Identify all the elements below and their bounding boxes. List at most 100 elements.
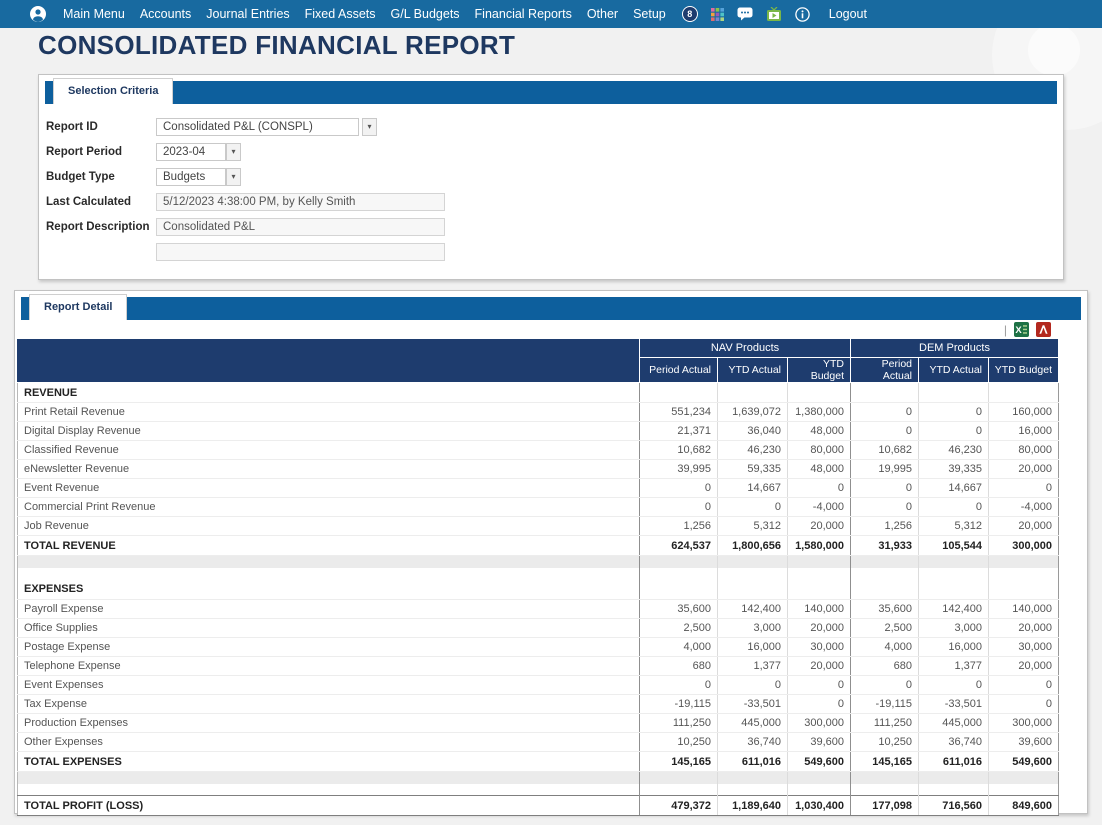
apps-grid-icon[interactable] (710, 7, 724, 21)
value-cell (717, 771, 788, 784)
value-cell (787, 555, 851, 568)
report-id-select[interactable]: Consolidated P&L (CONSPL) ▾ (156, 118, 377, 136)
row-label: Production Expenses (17, 713, 640, 733)
value-cell (639, 382, 718, 403)
export-divider: | (1003, 322, 1007, 337)
value-cell: 20,000 (988, 459, 1059, 479)
value-cell: 20,000 (787, 618, 851, 638)
budget-type-select[interactable]: Budgets ▾ (156, 168, 241, 186)
value-cell: -4,000 (988, 497, 1059, 517)
svg-text:X: X (1015, 325, 1022, 336)
value-cell: 0 (918, 675, 989, 695)
value-cell: 39,600 (787, 732, 851, 752)
value-cell: 145,165 (639, 751, 718, 772)
value-cell: 14,667 (717, 478, 788, 498)
info-icon[interactable] (795, 6, 810, 22)
report-period-value[interactable]: 2023-04 (156, 143, 226, 161)
value-cell: 0 (918, 421, 989, 441)
row-label: TOTAL EXPENSES (17, 751, 640, 772)
value-cell: 0 (850, 675, 919, 695)
value-cell: -33,501 (918, 694, 989, 714)
report-id-label: Report ID (46, 121, 98, 133)
value-cell: 16,000 (717, 637, 788, 657)
nav-item-journal-entries[interactable]: Journal Entries (206, 7, 290, 21)
value-cell (850, 567, 919, 580)
value-cell: 31,933 (850, 535, 919, 556)
value-cell: 624,537 (639, 535, 718, 556)
nav-item-setup[interactable]: Setup (633, 7, 666, 21)
value-cell: 80,000 (787, 440, 851, 460)
data-row: Digital Display Revenue 21,371 36,040 48,00… (17, 421, 1059, 441)
budget-type-value[interactable]: Budgets (156, 168, 226, 186)
video-tv-icon[interactable] (766, 6, 782, 22)
value-cell: 16,000 (918, 637, 989, 657)
export-toolbar: | X (1004, 322, 1051, 337)
value-cell (988, 555, 1059, 568)
value-cell: 3,000 (918, 618, 989, 638)
value-cell (717, 579, 788, 600)
value-cell: 142,400 (717, 599, 788, 619)
background-decor-circle (1028, 24, 1080, 76)
value-cell: 0 (918, 402, 989, 422)
report-detail-panel: Report Detail | X NAV Products DEM Produc… (14, 290, 1088, 816)
report-id-value[interactable]: Consolidated P&L (CONSPL) (156, 118, 359, 136)
value-cell (639, 783, 718, 796)
value-cell: 4,000 (639, 637, 718, 657)
column-header-ytd-budget: YTD Budget (988, 357, 1059, 383)
value-cell (918, 579, 989, 600)
report-period-select[interactable]: 2023-04 ▾ (156, 143, 241, 161)
report-id-dropdown-arrow-icon[interactable]: ▾ (362, 118, 377, 136)
value-cell: 0 (717, 675, 788, 695)
chat-icon[interactable] (737, 7, 753, 21)
value-cell: 21,371 (639, 421, 718, 441)
value-cell: 716,560 (918, 795, 989, 816)
value-cell (850, 771, 919, 784)
export-excel-icon[interactable]: X (1014, 322, 1029, 337)
data-row: Commercial Print Revenue 0 0 -4,000 0 0 -4,000 (17, 497, 1059, 517)
notification-count-badge[interactable]: 8 (681, 6, 698, 22)
tab-selection-criteria[interactable]: Selection Criteria (53, 78, 174, 104)
row-label (17, 783, 640, 796)
value-cell: 549,600 (988, 751, 1059, 772)
budget-type-dropdown-arrow-icon[interactable]: ▾ (226, 168, 241, 186)
value-cell: 551,234 (639, 402, 718, 422)
spacer-row (17, 783, 1059, 796)
report-description-label: Report Description (46, 221, 150, 233)
nav-item-financial-reports[interactable]: Financial Reports (474, 7, 572, 21)
row-label: Other Expenses (17, 732, 640, 752)
nav-item-main-menu[interactable]: Main Menu (63, 7, 125, 21)
nav-item-accounts[interactable]: Accounts (139, 7, 192, 21)
value-cell: -33,501 (717, 694, 788, 714)
column-header-ytd-actual: YTD Actual (918, 357, 989, 383)
value-cell (988, 579, 1059, 600)
value-cell (988, 783, 1059, 796)
export-pdf-icon[interactable] (1036, 322, 1051, 337)
value-cell: 140,000 (988, 599, 1059, 619)
logout-link[interactable]: Logout (828, 7, 867, 21)
total-row: TOTAL PROFIT (LOSS) 479,372 1,189,640 1,030… (17, 795, 1059, 816)
column-header-ytd-budget: YTD Budget (787, 357, 851, 383)
value-cell: 0 (850, 478, 919, 498)
value-cell: 46,230 (717, 440, 788, 460)
data-row: Production Expenses 111,250 445,000 300,000… (17, 713, 1059, 733)
value-cell: 1,377 (918, 656, 989, 676)
nav-item-other[interactable]: Other (586, 7, 619, 21)
value-cell (850, 579, 919, 600)
value-cell (787, 382, 851, 403)
nav-item-fixed-assets[interactable]: Fixed Assets (304, 7, 376, 21)
report-period-dropdown-arrow-icon[interactable]: ▾ (226, 143, 241, 161)
report-description-extra-field (156, 243, 445, 261)
nav-item-g-l-budgets[interactable]: G/L Budgets (390, 7, 460, 21)
value-cell (787, 567, 851, 580)
value-cell (918, 771, 989, 784)
value-cell: 0 (988, 675, 1059, 695)
value-cell: 680 (850, 656, 919, 676)
value-cell: 14,667 (918, 478, 989, 498)
value-cell: 59,335 (717, 459, 788, 479)
user-profile-icon[interactable] (30, 6, 46, 22)
row-label: Print Retail Revenue (17, 402, 640, 422)
value-cell: 177,098 (850, 795, 919, 816)
tab-report-detail[interactable]: Report Detail (29, 294, 128, 320)
data-row: Job Revenue 1,256 5,312 20,000 1,256 5,312 20,… (17, 516, 1059, 536)
value-cell: 680 (639, 656, 718, 676)
